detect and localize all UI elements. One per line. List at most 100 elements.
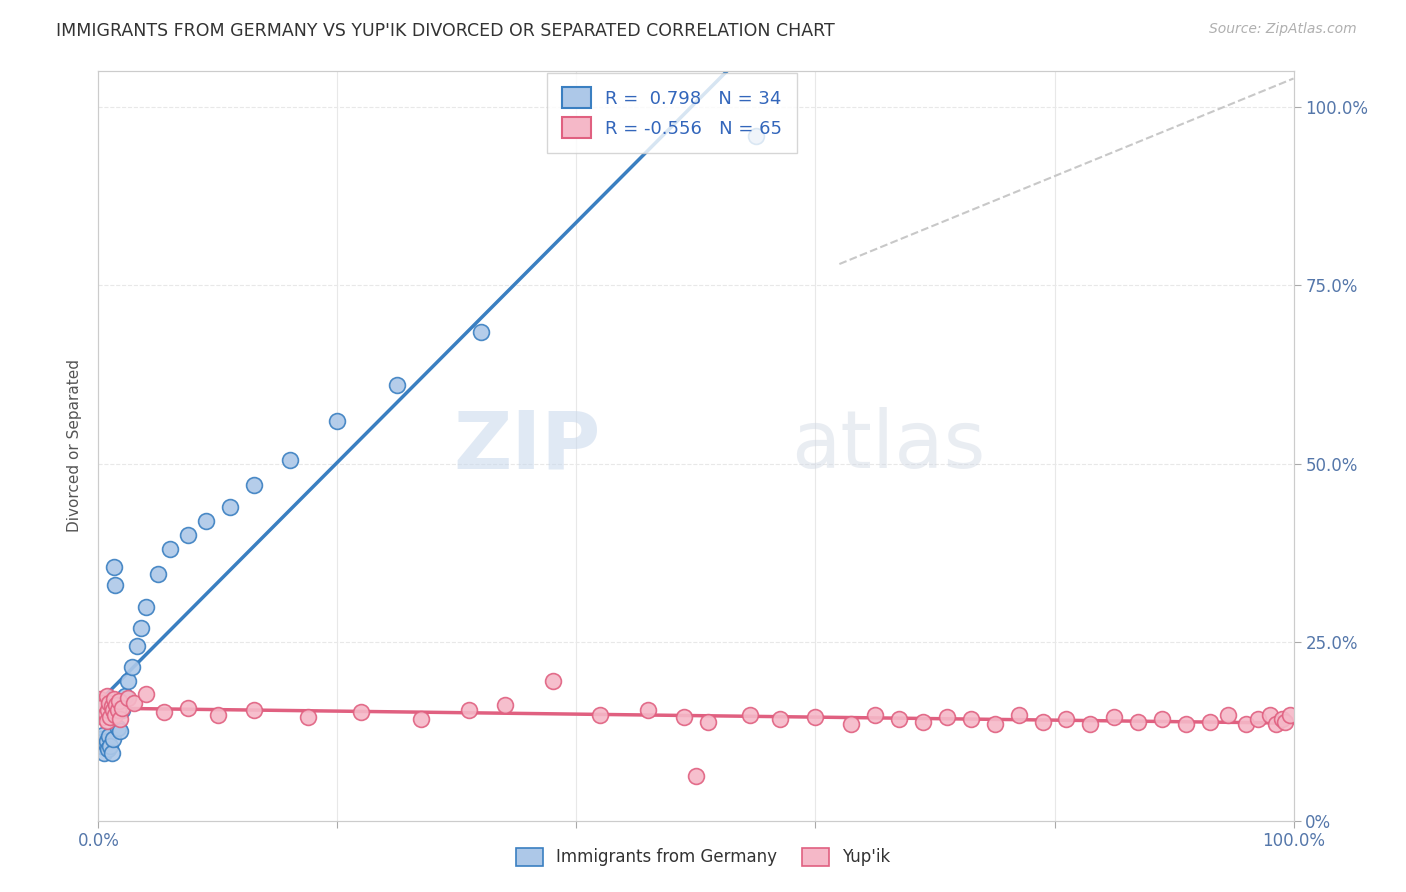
Y-axis label: Divorced or Separated: Divorced or Separated	[67, 359, 83, 533]
Point	[124, 696, 146, 710]
Point	[98, 739, 122, 753]
Point	[104, 708, 127, 723]
Point	[90, 703, 112, 717]
Point	[98, 730, 121, 744]
Point	[97, 703, 120, 717]
Point	[91, 696, 114, 710]
Point	[159, 542, 181, 557]
Text: atlas: atlas	[792, 407, 986, 485]
Point	[177, 528, 200, 542]
Point	[1104, 710, 1126, 724]
Text: Source: ZipAtlas.com: Source: ZipAtlas.com	[1209, 22, 1357, 37]
Point	[107, 703, 129, 717]
Point	[738, 708, 761, 723]
Point	[94, 706, 117, 721]
Point	[841, 717, 863, 731]
Point	[94, 737, 117, 751]
Point	[1216, 708, 1239, 723]
Point	[804, 710, 827, 724]
Point	[131, 621, 153, 635]
Point	[1080, 717, 1102, 731]
Point	[278, 453, 301, 467]
Legend: R =  0.798   N = 34, R = -0.556   N = 65: R = 0.798 N = 34, R = -0.556 N = 65	[547, 73, 797, 153]
Point	[153, 705, 176, 719]
Point	[637, 703, 659, 717]
Point	[1008, 708, 1031, 723]
Point	[105, 698, 128, 712]
Point	[91, 710, 114, 724]
Point	[1128, 715, 1150, 730]
Point	[297, 710, 319, 724]
Point	[865, 708, 887, 723]
Point	[1274, 715, 1296, 730]
Point	[1199, 715, 1222, 730]
Point	[470, 325, 492, 339]
Point	[104, 578, 127, 592]
Point	[1278, 708, 1301, 723]
Point	[195, 514, 218, 528]
Point	[135, 687, 157, 701]
Point	[1258, 708, 1281, 723]
Point	[101, 703, 124, 717]
Point	[101, 731, 124, 746]
Point	[90, 739, 112, 753]
Point	[111, 703, 134, 717]
Point	[103, 560, 125, 574]
Point	[1234, 717, 1257, 731]
Point	[541, 674, 564, 689]
Point	[494, 698, 516, 712]
Point	[673, 710, 696, 724]
Point	[97, 742, 120, 756]
Point	[117, 690, 139, 705]
Point	[889, 712, 911, 726]
Point	[107, 694, 129, 708]
Point	[960, 712, 983, 726]
Point	[1056, 712, 1078, 726]
Point	[96, 714, 118, 728]
Point	[108, 712, 131, 726]
Point	[98, 696, 121, 710]
Text: ZIP: ZIP	[453, 407, 600, 485]
Point	[100, 699, 122, 714]
Point	[121, 660, 143, 674]
Point	[1271, 712, 1294, 726]
Text: IMMIGRANTS FROM GERMANY VS YUP'IK DIVORCED OR SEPARATED CORRELATION CHART: IMMIGRANTS FROM GERMANY VS YUP'IK DIVORC…	[56, 22, 835, 40]
Point	[96, 733, 118, 747]
Point	[385, 378, 409, 392]
Point	[135, 599, 157, 614]
Point	[93, 699, 115, 714]
Point	[107, 721, 129, 735]
Point	[350, 705, 373, 719]
Point	[103, 692, 125, 706]
Point	[93, 746, 115, 760]
Point	[89, 731, 111, 746]
Point	[685, 769, 707, 783]
Point	[1175, 717, 1198, 731]
Point	[148, 567, 170, 582]
Point	[1152, 712, 1174, 726]
Point	[100, 746, 122, 760]
Point	[98, 710, 122, 724]
Point	[768, 712, 790, 726]
Point	[177, 701, 200, 715]
Point	[89, 692, 111, 706]
Point	[219, 500, 242, 514]
Point	[96, 689, 118, 703]
Point	[111, 701, 134, 715]
Point	[91, 728, 114, 742]
Legend: Immigrants from Germany, Yup'ik: Immigrants from Germany, Yup'ik	[508, 839, 898, 875]
Point	[936, 710, 959, 724]
Point	[243, 478, 266, 492]
Point	[411, 712, 433, 726]
Point	[117, 674, 139, 689]
Point	[589, 708, 612, 723]
Point	[326, 414, 349, 428]
Point	[125, 639, 148, 653]
Point	[697, 715, 720, 730]
Point	[1247, 712, 1270, 726]
Point	[1032, 715, 1054, 730]
Point	[207, 708, 229, 723]
Point	[458, 703, 481, 717]
Point	[984, 717, 1007, 731]
Point	[1264, 717, 1286, 731]
